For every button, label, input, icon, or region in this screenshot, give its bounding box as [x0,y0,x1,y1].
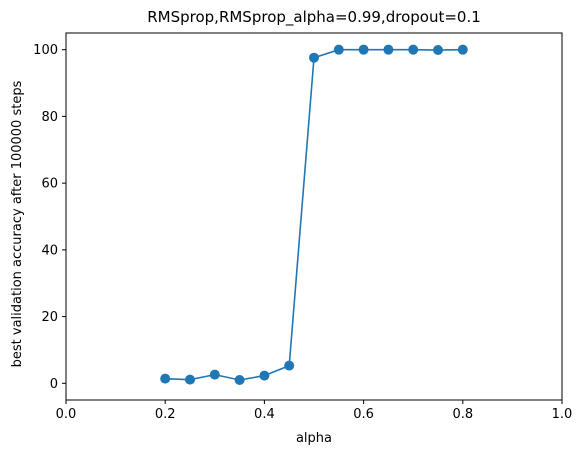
data-point [309,52,319,63]
y-tick-label: 0 [50,377,58,392]
x-tick-label: 0.8 [452,407,473,422]
data-point [383,44,394,55]
y-tick-label: 80 [41,110,58,125]
x-tick-label: 1.0 [552,407,573,422]
plot-area [65,32,563,401]
data-point [433,45,443,56]
plot-frame [65,32,563,401]
x-tick-label: 0.6 [353,407,374,422]
data-point [457,44,468,55]
data-point [234,374,245,385]
data-point [209,369,220,380]
x-tick-label: 0.0 [56,407,77,422]
y-tick-label: 100 [33,43,58,58]
y-tick-label: 20 [41,310,58,325]
x-tick-label: 0.4 [254,407,275,422]
data-point [284,360,295,371]
y-axis-label: best validation accuracy after 100000 st… [10,80,25,367]
y-tick-label: 60 [41,177,58,192]
data-point [160,373,171,384]
data-point [358,44,369,55]
y-axis: 0 20 40 60 80 100 [33,43,66,392]
data-point [185,374,195,385]
data-point [333,44,344,55]
x-axis-label: alpha [296,431,332,446]
data-point [408,44,419,55]
x-tick-label: 0.2 [155,407,176,422]
y-tick-label: 40 [41,243,58,258]
x-axis: 0.0 0.2 0.4 0.6 0.8 1.0 [56,400,573,422]
chart-title: RMSprop,RMSprop_alpha=0.99,dropout=0.1 [147,8,481,27]
series-layer [160,44,468,385]
data-point [259,370,270,381]
